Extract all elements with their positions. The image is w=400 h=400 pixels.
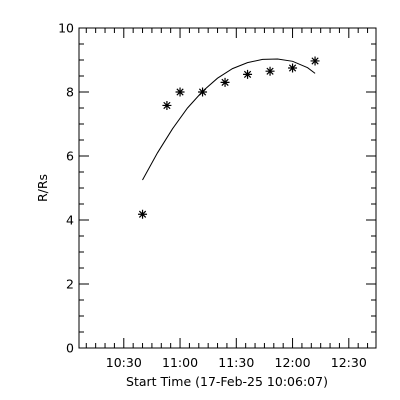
plot-frame: [78, 27, 377, 349]
x-axis-ticks: [85, 28, 369, 348]
asterisk-marker: [175, 87, 185, 97]
asterisk-marker: [288, 63, 298, 73]
y-axis-tick-labels: 0 2 4 6 8 10: [58, 21, 74, 356]
series-line: [142, 58, 316, 181]
data-point: [265, 66, 275, 76]
y-tick-label: 2: [66, 277, 74, 292]
data-point: [138, 209, 148, 219]
x-tick-label: 11:30: [218, 355, 254, 370]
plot-area-border: [78, 27, 377, 349]
x-tick-label: 10:30: [106, 355, 142, 370]
y-tick-label: 0: [66, 341, 74, 356]
x-tick-label: 11:00: [162, 355, 198, 370]
data-point: [162, 100, 172, 110]
y-axis-ticks: [79, 27, 376, 349]
data-point: [243, 69, 253, 79]
y-axis-label: R/Rs: [35, 174, 50, 202]
x-tick-label: 12:30: [331, 355, 367, 370]
y-tick-label: 10: [58, 21, 74, 36]
asterisk-marker: [162, 100, 172, 110]
series-markers: [138, 56, 320, 219]
asterisk-marker: [198, 87, 208, 97]
data-point: [198, 87, 208, 97]
data-point: [175, 87, 185, 97]
asterisk-marker: [243, 69, 253, 79]
data-point: [220, 77, 230, 87]
y-tick-label: 6: [66, 149, 74, 164]
asterisk-marker: [138, 209, 148, 219]
asterisk-marker: [220, 77, 230, 87]
data-point: [288, 63, 298, 73]
data-point: [310, 56, 320, 66]
y-tick-label: 4: [66, 213, 74, 228]
x-tick-label: 12:00: [275, 355, 311, 370]
x-axis-label: Start Time (17-Feb-25 10:06:07): [126, 374, 328, 389]
asterisk-marker: [310, 56, 320, 66]
y-tick-label: 8: [66, 85, 74, 100]
asterisk-marker: [265, 66, 275, 76]
x-axis-tick-labels: 10:30 11:00 11:30 12:00 12:30: [106, 355, 367, 370]
